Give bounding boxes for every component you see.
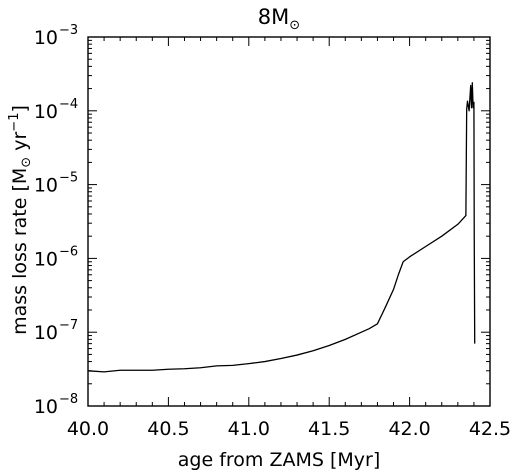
mass-loss-rate-line: [87, 82, 476, 373]
y-tick-label: 10: [34, 101, 58, 123]
y-tick-label: 10: [34, 248, 58, 270]
y-tick-exponent: −4: [59, 97, 78, 112]
y-tick-label: 10: [34, 27, 58, 49]
x-tick-label: 41.5: [308, 418, 350, 440]
y-tick-exponent: −3: [59, 23, 78, 38]
y-tick-label: 10: [34, 175, 58, 197]
x-tick-label: 42.5: [469, 418, 511, 440]
x-tick-label: 42.0: [388, 418, 430, 440]
y-tick-label: 10: [34, 396, 58, 418]
y-tick-exponent: −5: [59, 171, 78, 186]
tick-marks: [87, 36, 491, 407]
x-tick-label: 41.0: [228, 418, 270, 440]
chart-title: 8M⊙: [258, 5, 300, 33]
y-tick-exponent: −8: [59, 392, 78, 407]
y-tick-label: 10: [34, 322, 58, 344]
y-tick-exponent: −6: [59, 244, 78, 259]
y-tick-labels: 10−810−710−610−510−410−3: [34, 23, 78, 418]
y-tick-exponent: −7: [59, 318, 78, 333]
x-tick-label: 40.0: [67, 418, 109, 440]
y-axis-label: mass loss rate [M⊙ yr−1]: [7, 105, 34, 335]
x-tick-label: 40.5: [147, 418, 189, 440]
plot-frame: [87, 36, 491, 407]
x-axis-label: age from ZAMS [Myr]: [178, 449, 380, 471]
x-tick-labels: 40.0 40.5 41.0 41.5 42.0 42.5: [67, 418, 511, 440]
